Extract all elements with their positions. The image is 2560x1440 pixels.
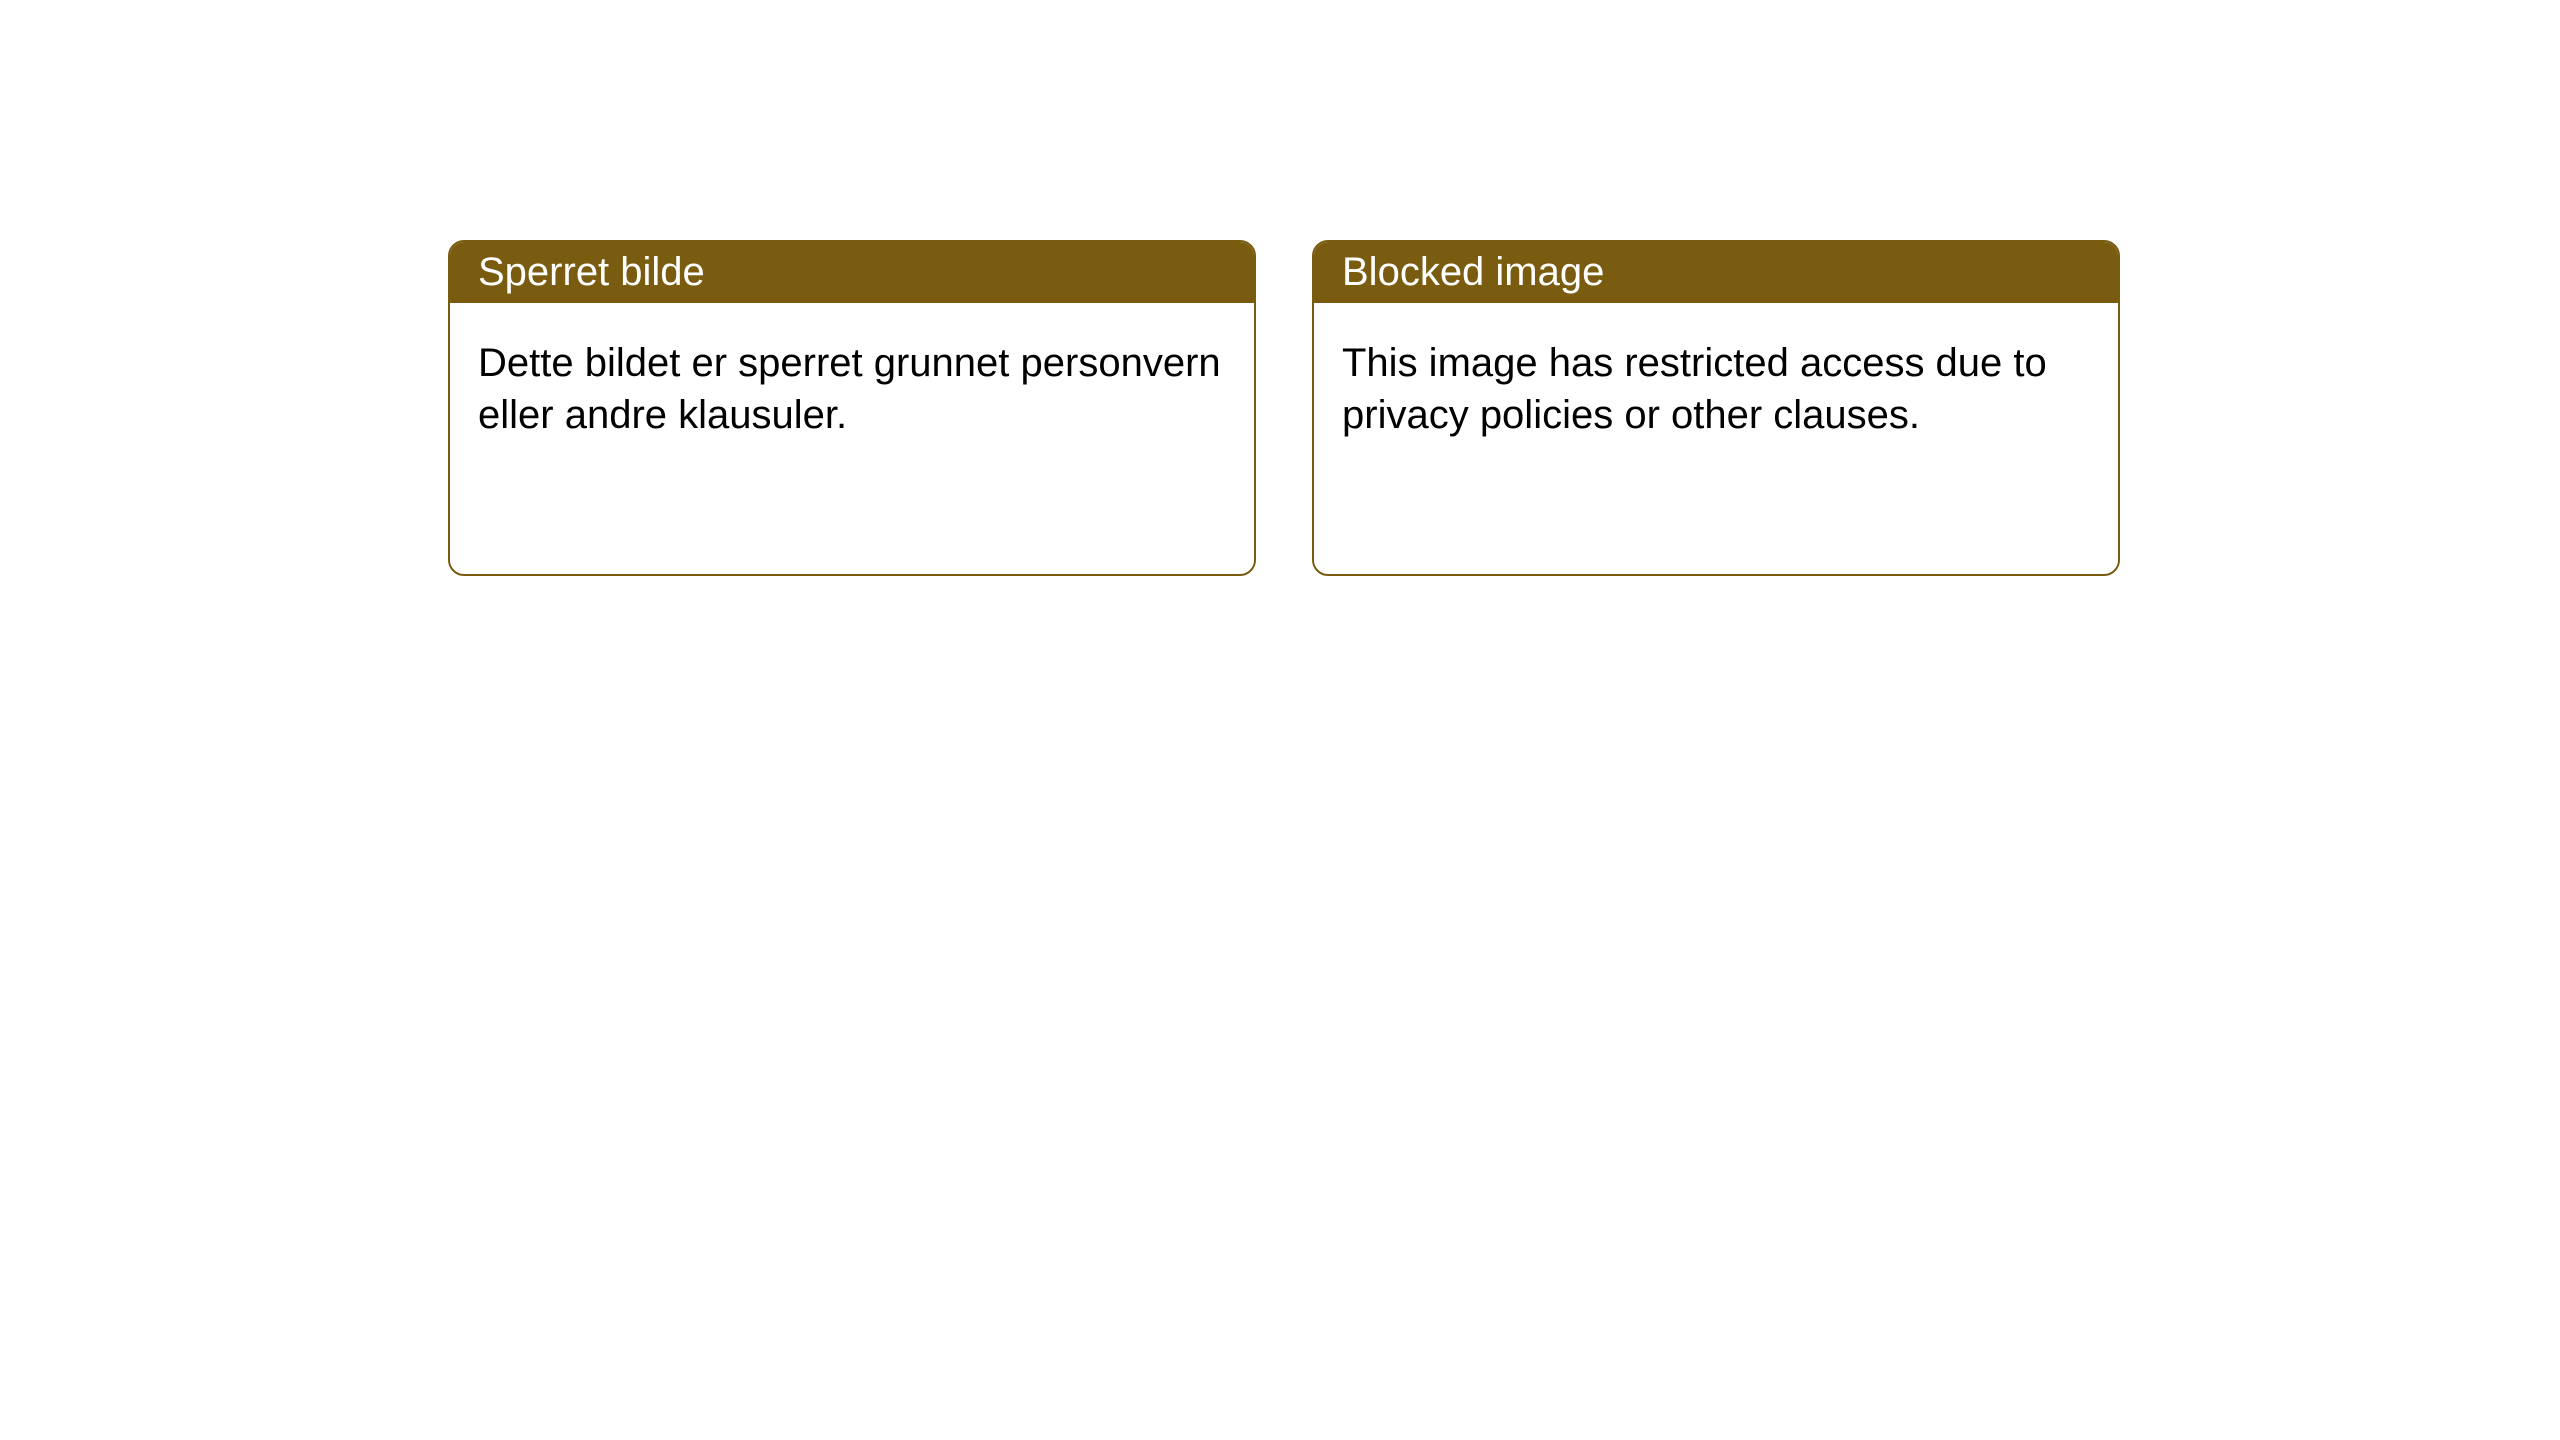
notice-title: Blocked image [1342, 250, 1604, 294]
notice-body-text: This image has restricted access due to … [1342, 341, 2047, 437]
notice-card-english: Blocked image This image has restricted … [1312, 240, 2120, 576]
notice-container: Sperret bilde Dette bildet er sperret gr… [0, 0, 2560, 576]
notice-body: Dette bildet er sperret grunnet personve… [450, 303, 1254, 475]
notice-header: Blocked image [1314, 242, 2118, 303]
notice-title: Sperret bilde [478, 250, 705, 294]
notice-card-norwegian: Sperret bilde Dette bildet er sperret gr… [448, 240, 1256, 576]
notice-body: This image has restricted access due to … [1314, 303, 2118, 475]
notice-body-text: Dette bildet er sperret grunnet personve… [478, 341, 1221, 437]
notice-header: Sperret bilde [450, 242, 1254, 303]
